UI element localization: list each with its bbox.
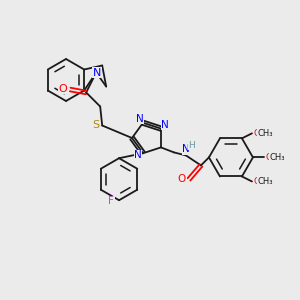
Text: O: O <box>266 153 272 162</box>
Text: O: O <box>178 174 186 184</box>
Text: CH₃: CH₃ <box>269 153 285 162</box>
Text: N: N <box>161 120 169 130</box>
Text: O: O <box>254 129 260 138</box>
Text: S: S <box>93 121 100 130</box>
Text: N: N <box>182 144 190 154</box>
Text: CH₃: CH₃ <box>257 177 273 186</box>
Text: N: N <box>136 114 144 124</box>
Text: N: N <box>93 68 101 77</box>
Text: N: N <box>134 150 142 160</box>
Text: CH₃: CH₃ <box>257 129 273 138</box>
Text: F: F <box>108 196 114 206</box>
Text: H: H <box>189 141 195 150</box>
Text: O: O <box>254 177 260 186</box>
Text: O: O <box>59 83 68 94</box>
